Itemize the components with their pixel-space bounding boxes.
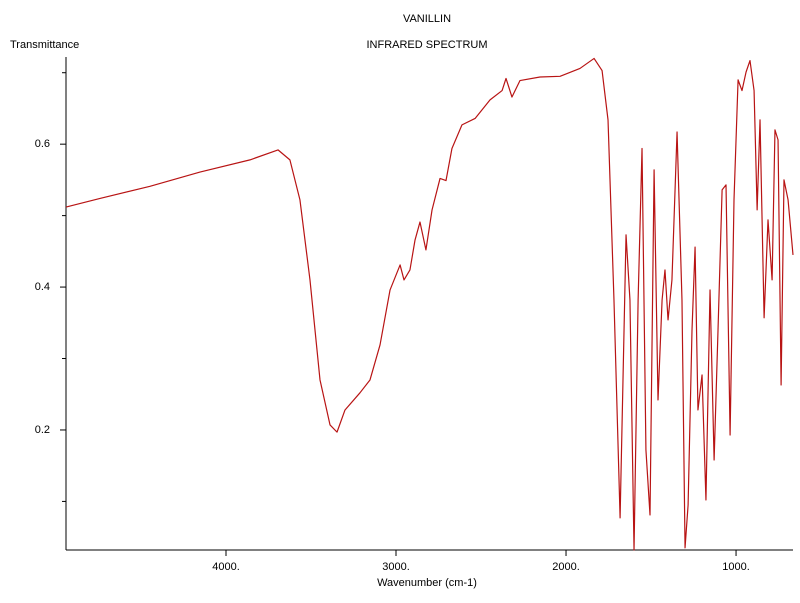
y-tick-label: 0.6	[35, 138, 50, 150]
x-tick-label: 2000.	[552, 561, 580, 573]
x-tick-label: 1000.	[722, 561, 750, 573]
y-axis-label: Transmittance	[10, 39, 79, 51]
y-tick-label: 0.2	[35, 424, 50, 436]
chart-subtitle: INFRARED SPECTRUM	[366, 39, 487, 51]
x-axis-label: Wavenumber (cm-1)	[377, 577, 477, 589]
chart-title: VANILLIN	[403, 13, 451, 25]
spectrum-line	[65, 57, 794, 551]
x-tick-label: 3000.	[382, 561, 410, 573]
x-tick-label: 4000.	[212, 561, 240, 573]
y-tick-label: 0.4	[35, 281, 50, 293]
